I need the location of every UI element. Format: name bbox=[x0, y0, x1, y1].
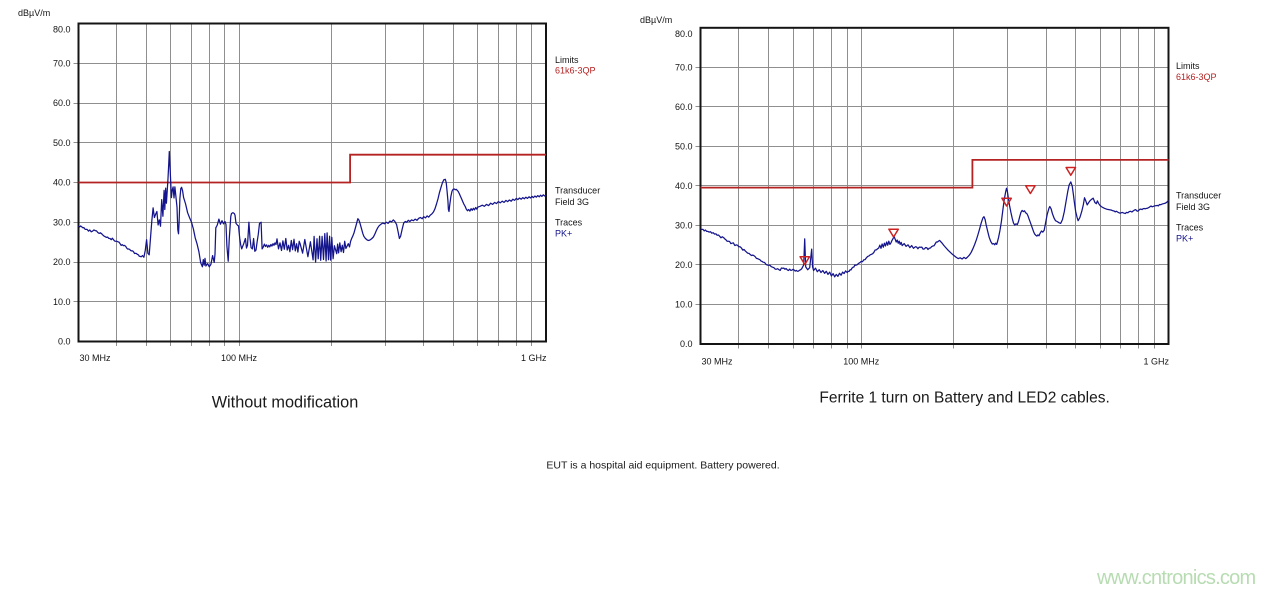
svg-text:PK+: PK+ bbox=[1176, 234, 1193, 244]
svg-text:80.0: 80.0 bbox=[53, 25, 71, 35]
svg-text:70.0: 70.0 bbox=[53, 59, 71, 69]
svg-text:Ferrite 1 turn on Battery and: Ferrite 1 turn on Battery and LED2 cable… bbox=[819, 390, 1109, 407]
svg-text:100 MHz: 100 MHz bbox=[843, 357, 880, 367]
svg-text:61k6-3QP: 61k6-3QP bbox=[1176, 72, 1217, 82]
svg-text:50.0: 50.0 bbox=[675, 142, 693, 152]
svg-text:10.0: 10.0 bbox=[53, 297, 71, 307]
svg-text:30 MHz: 30 MHz bbox=[702, 357, 734, 367]
svg-text:30.0: 30.0 bbox=[53, 217, 71, 227]
svg-text:Field 3G: Field 3G bbox=[555, 197, 589, 207]
svg-text:60.0: 60.0 bbox=[675, 102, 693, 112]
svg-text:0.0: 0.0 bbox=[680, 339, 693, 349]
svg-text:0.0: 0.0 bbox=[58, 337, 71, 347]
svg-text:80.0: 80.0 bbox=[675, 29, 693, 39]
svg-text:PK+: PK+ bbox=[555, 229, 572, 239]
svg-text:Traces: Traces bbox=[555, 217, 583, 227]
svg-text:70.0: 70.0 bbox=[675, 63, 693, 73]
svg-text:60.0: 60.0 bbox=[53, 98, 71, 108]
svg-text:50.0: 50.0 bbox=[53, 138, 71, 148]
svg-text:61k6-3QP: 61k6-3QP bbox=[555, 66, 596, 76]
svg-text:40.0: 40.0 bbox=[675, 181, 693, 191]
svg-text:1 GHz: 1 GHz bbox=[521, 353, 547, 363]
svg-text:100 MHz: 100 MHz bbox=[221, 353, 258, 363]
svg-text:dBµV/m: dBµV/m bbox=[18, 8, 50, 18]
svg-text:30 MHz: 30 MHz bbox=[80, 353, 112, 363]
svg-text:10.0: 10.0 bbox=[675, 300, 693, 310]
svg-text:Transducer: Transducer bbox=[555, 186, 600, 196]
svg-text:30.0: 30.0 bbox=[675, 221, 693, 231]
svg-text:20.0: 20.0 bbox=[675, 260, 693, 270]
svg-text:40.0: 40.0 bbox=[53, 178, 71, 188]
svg-text:Transducer: Transducer bbox=[1176, 191, 1221, 201]
svg-text:www.cntronics.com: www.cntronics.com bbox=[1096, 567, 1255, 589]
svg-text:dBµV/m: dBµV/m bbox=[640, 15, 672, 25]
svg-text:Limits: Limits bbox=[555, 55, 579, 65]
svg-text:Field 3G: Field 3G bbox=[1176, 202, 1210, 212]
svg-text:1 GHz: 1 GHz bbox=[1143, 357, 1169, 367]
svg-text:Limits: Limits bbox=[1176, 61, 1200, 71]
svg-text:Without modification: Without modification bbox=[212, 394, 359, 412]
svg-text:20.0: 20.0 bbox=[53, 257, 71, 267]
svg-text:EUT is a hospital aid equipmen: EUT is a hospital aid equipment. Battery… bbox=[546, 459, 779, 471]
svg-text:Traces: Traces bbox=[1176, 222, 1204, 232]
